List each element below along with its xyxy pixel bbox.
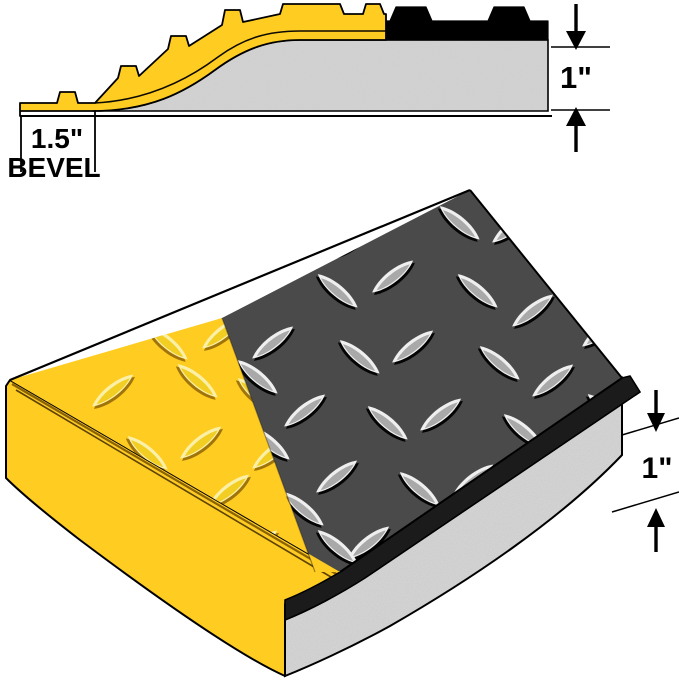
mat-top-outline (9, 188, 623, 573)
thickness-dimension-side (611, 390, 679, 552)
thickness-dimension-top (551, 4, 610, 152)
cross-section-black-tread (385, 6, 549, 41)
mat-dark-front-edge (284, 375, 642, 622)
cross-section-yellow-bevel (19, 3, 387, 117)
thickness-label-side: 1" (642, 452, 673, 485)
color-divider (221, 317, 316, 573)
bevel-word-label: BEVEL (7, 152, 100, 183)
thickness-label-top: 1" (560, 60, 592, 95)
bevel-dimension (20, 110, 96, 172)
bevel-value-label: 1.5" (31, 123, 83, 154)
